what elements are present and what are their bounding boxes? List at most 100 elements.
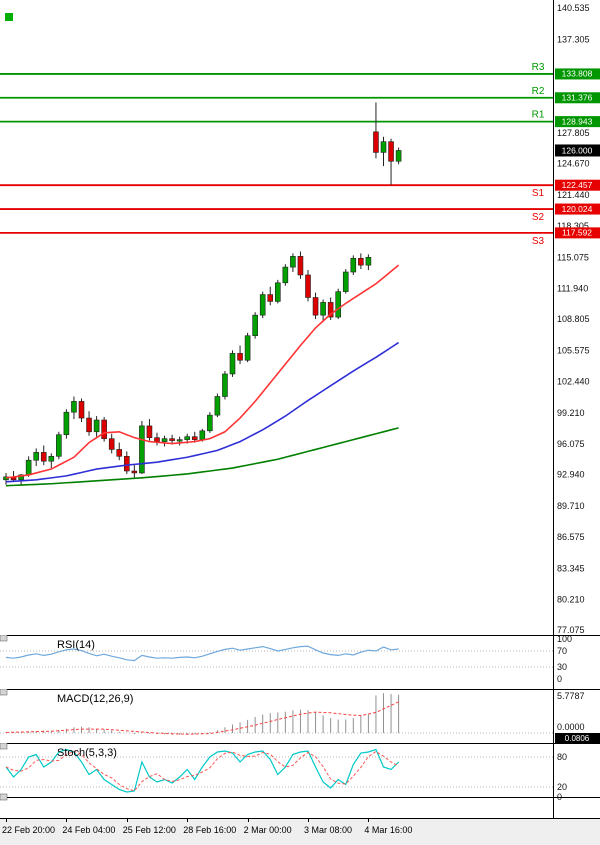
level-price-text: 122.457	[562, 180, 593, 190]
price-axis-label: 137.305	[557, 35, 590, 45]
candle-body	[214, 396, 221, 416]
candle-body	[63, 411, 70, 436]
stoch-axis-label: 80	[557, 752, 567, 762]
candle-body	[199, 430, 206, 440]
level-label-s2: S2	[532, 212, 545, 223]
price-axis-label: 124.670	[557, 159, 590, 169]
level-price-text: 133.808	[562, 69, 593, 79]
candle-body	[18, 474, 24, 481]
ma-fast-red	[5, 264, 400, 479]
candle-body	[274, 282, 281, 302]
level-label-s3: S3	[532, 236, 545, 247]
candle-body	[373, 131, 379, 153]
candle-body	[124, 455, 130, 472]
price-axis-label: 111.940	[557, 283, 588, 293]
level-price-text: 120.024	[562, 204, 593, 214]
price-axis-label: 115.075	[557, 253, 589, 263]
level-price-box-s1	[555, 179, 600, 191]
rsi-panel[interactable]: 100 70 30 0	[0, 635, 600, 689]
price-axis-label: 86.575	[557, 532, 585, 542]
price-axis-label: 80.210	[557, 594, 585, 604]
price-axis-label: 102.440	[557, 376, 590, 386]
time-axis-label: 25 Feb 12:00	[122, 825, 176, 835]
level-price-box-r2	[555, 92, 600, 104]
level-price-box-r1	[555, 116, 600, 128]
panel-resize-handle[interactable]	[0, 635, 8, 642]
candle-body	[131, 470, 138, 474]
candle-body	[267, 294, 274, 302]
level-price-text: 131.376	[562, 93, 593, 103]
macd-value-text: 0.0806	[565, 734, 590, 743]
candle-body	[358, 257, 364, 266]
candle-body	[48, 455, 55, 462]
rsi-axis-label: 70	[557, 646, 567, 656]
macd-panel[interactable]: 5.7787 0.0000 0.0806	[0, 689, 600, 743]
price-axis-label: 127.805	[557, 128, 590, 138]
level-price-box-r3	[555, 68, 600, 80]
candle-body	[312, 297, 319, 316]
candle-body	[342, 271, 349, 292]
macd-indicator-title: MACD(12,26,9)	[57, 693, 134, 705]
candle-body	[93, 419, 100, 433]
time-axis-label: 28 Feb 16:00	[183, 825, 237, 835]
ma-slow-green	[5, 427, 399, 487]
time-axis-tick	[247, 819, 249, 822]
rsi-line	[5, 645, 399, 662]
price-axis-label: 89.710	[557, 501, 585, 511]
price-axis-label: 92.940	[557, 470, 585, 480]
price-axis-label: 96.075	[557, 439, 585, 449]
rsi-axis-label: 0	[557, 674, 562, 684]
macd-value-box	[555, 733, 600, 743]
panel-resize-handle[interactable]	[0, 689, 8, 696]
candle-body	[33, 452, 40, 461]
candle-body	[25, 459, 32, 476]
candle-body	[244, 335, 251, 361]
macd-axis-label: 0.0000	[557, 722, 585, 732]
level-price-text: 117.592	[562, 228, 592, 238]
time-axis-label: 22 Feb 20:00	[2, 825, 56, 835]
candle-body	[252, 314, 258, 337]
level-label-r1: R1	[532, 110, 545, 121]
candle-body	[191, 436, 198, 440]
candle-body	[108, 438, 115, 450]
candle-body	[380, 141, 387, 153]
object-anchor-marker[interactable]	[5, 13, 13, 21]
level-price-box-s2	[555, 203, 600, 215]
candle-body	[116, 449, 123, 457]
candle-body	[229, 353, 236, 375]
stoch-panel[interactable]: 80200	[0, 743, 600, 818]
candle-body	[297, 256, 304, 276]
candle-body	[161, 438, 168, 442]
candle-body	[282, 266, 289, 284]
candle-body	[320, 302, 326, 316]
level-label-r3: R3	[532, 62, 545, 73]
candle-body	[335, 291, 342, 318]
candle-body	[154, 437, 160, 442]
candle-body	[395, 150, 402, 162]
candle-body	[71, 401, 77, 413]
rsi-axis-label: 30	[557, 662, 567, 672]
level-label-s1: S1	[532, 188, 545, 199]
time-axis-label: 24 Feb 04:00	[62, 825, 116, 835]
price-chart[interactable]: 140.535 137.305 127.805 124.670 121.440 118.3…	[0, 0, 600, 635]
candle-body	[388, 141, 394, 162]
candle-body	[86, 417, 92, 433]
price-axis-label: 121.440	[557, 190, 590, 200]
candle-body	[305, 274, 311, 298]
current-price-box	[555, 144, 600, 157]
price-axis-label: 105.575	[557, 346, 590, 356]
panel-resize-handle[interactable]	[0, 743, 8, 750]
price-axis-label: 118.305	[557, 221, 589, 231]
candle-body	[56, 434, 62, 457]
candle-body	[176, 439, 183, 442]
level-label-r2: R2	[532, 86, 545, 97]
candle-body	[184, 436, 190, 440]
stoch-indicator-title: Stoch(5,3,3)	[57, 747, 117, 759]
panel-resize-handle[interactable]	[0, 793, 8, 801]
stoch-k-line	[5, 748, 400, 793]
stoch-axis-label: 20	[557, 782, 567, 792]
candle-body	[290, 256, 296, 268]
time-axis[interactable]: 22 Feb 20:00 24 Feb 04:00 25 Feb 12:00 28 F…	[0, 818, 600, 845]
price-axis-label: 140.535	[557, 3, 590, 13]
